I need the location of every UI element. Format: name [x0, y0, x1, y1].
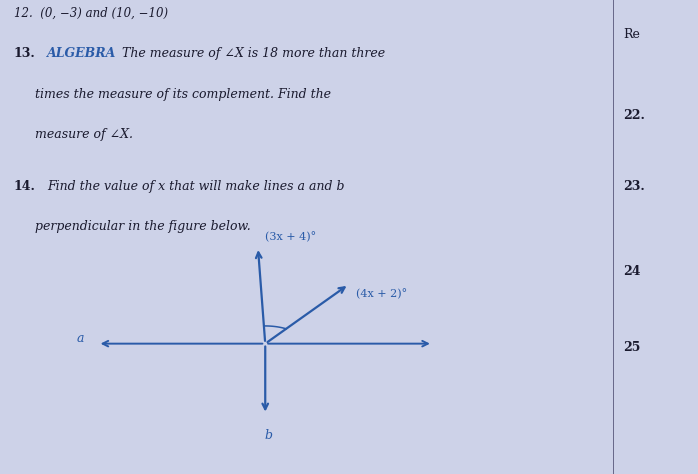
Text: 25: 25 [623, 341, 641, 354]
Text: (4x + 2)°: (4x + 2)° [356, 289, 407, 300]
Text: b: b [265, 428, 273, 442]
Text: 12.  (0, −3) and (10, −10): 12. (0, −3) and (10, −10) [14, 7, 168, 20]
Text: ALGEBRA: ALGEBRA [47, 47, 117, 60]
Text: 22.: 22. [623, 109, 645, 122]
Text: a: a [76, 332, 84, 346]
Text: 23.: 23. [623, 180, 645, 193]
Text: The measure of ∠X is 18 more than three: The measure of ∠X is 18 more than three [122, 47, 385, 60]
Text: 24: 24 [623, 265, 641, 278]
Text: 13.: 13. [14, 47, 36, 60]
Text: Find the value of x that will make lines a and b: Find the value of x that will make lines… [47, 180, 345, 193]
Text: measure of ∠X.: measure of ∠X. [35, 128, 133, 141]
Text: Re: Re [623, 28, 640, 41]
Text: perpendicular in the figure below.: perpendicular in the figure below. [35, 220, 251, 233]
Text: (3x + 4)°: (3x + 4)° [265, 232, 316, 242]
Text: 14.: 14. [14, 180, 36, 193]
Text: times the measure of its complement. Find the: times the measure of its complement. Fin… [35, 88, 331, 100]
